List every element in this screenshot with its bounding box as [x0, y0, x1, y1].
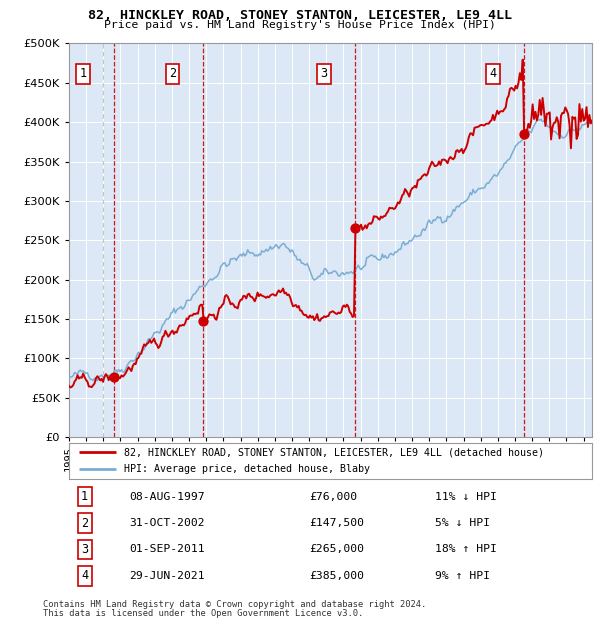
Text: £147,500: £147,500	[310, 518, 365, 528]
Text: This data is licensed under the Open Government Licence v3.0.: This data is licensed under the Open Gov…	[43, 609, 364, 618]
Text: Price paid vs. HM Land Registry's House Price Index (HPI): Price paid vs. HM Land Registry's House …	[104, 20, 496, 30]
Text: 82, HINCKLEY ROAD, STONEY STANTON, LEICESTER, LE9 4LL (detached house): 82, HINCKLEY ROAD, STONEY STANTON, LEICE…	[124, 448, 544, 458]
Text: 5% ↓ HPI: 5% ↓ HPI	[435, 518, 490, 528]
Text: 08-AUG-1997: 08-AUG-1997	[129, 492, 205, 502]
Text: 4: 4	[489, 67, 496, 80]
Point	[199, 316, 208, 326]
Text: £76,000: £76,000	[310, 492, 358, 502]
Point	[519, 129, 529, 139]
Text: 11% ↓ HPI: 11% ↓ HPI	[435, 492, 497, 502]
Text: 01-SEP-2011: 01-SEP-2011	[129, 544, 205, 554]
Text: 82, HINCKLEY ROAD, STONEY STANTON, LEICESTER, LE9 4LL: 82, HINCKLEY ROAD, STONEY STANTON, LEICE…	[88, 9, 512, 22]
Text: 31-OCT-2002: 31-OCT-2002	[129, 518, 205, 528]
Text: HPI: Average price, detached house, Blaby: HPI: Average price, detached house, Blab…	[124, 464, 370, 474]
Point	[350, 223, 360, 233]
Text: 2: 2	[169, 67, 176, 80]
Text: £265,000: £265,000	[310, 544, 365, 554]
Text: 3: 3	[81, 543, 88, 556]
Text: 18% ↑ HPI: 18% ↑ HPI	[435, 544, 497, 554]
Text: 3: 3	[320, 67, 328, 80]
Text: 29-JUN-2021: 29-JUN-2021	[129, 571, 205, 581]
Text: 9% ↑ HPI: 9% ↑ HPI	[435, 571, 490, 581]
Text: 4: 4	[81, 569, 88, 582]
Text: 1: 1	[79, 67, 86, 80]
Point	[109, 372, 118, 382]
Text: 1: 1	[81, 490, 88, 503]
Text: Contains HM Land Registry data © Crown copyright and database right 2024.: Contains HM Land Registry data © Crown c…	[43, 600, 427, 609]
Text: £385,000: £385,000	[310, 571, 365, 581]
Text: 2: 2	[81, 516, 88, 529]
